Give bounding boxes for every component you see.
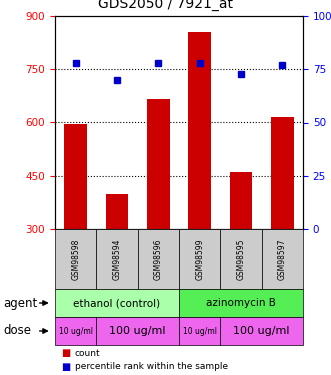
Text: GSM98598: GSM98598: [71, 238, 80, 280]
Text: GSM98595: GSM98595: [237, 238, 246, 280]
Text: count: count: [75, 349, 101, 358]
Bar: [64, 124, 87, 229]
Bar: [271, 117, 294, 229]
Text: 10 ug/ml: 10 ug/ml: [59, 327, 93, 336]
Text: azinomycin B: azinomycin B: [206, 298, 276, 308]
Text: ■: ■: [62, 362, 71, 372]
Bar: [230, 172, 252, 229]
Text: agent: agent: [3, 297, 37, 309]
Bar: [147, 99, 170, 229]
Text: GSM98597: GSM98597: [278, 238, 287, 280]
Text: GDS2050 / 7921_at: GDS2050 / 7921_at: [98, 0, 233, 11]
Text: ■: ■: [62, 348, 71, 358]
Text: 100 ug/ml: 100 ug/ml: [233, 326, 290, 336]
Bar: [106, 194, 128, 229]
Text: GSM98596: GSM98596: [154, 238, 163, 280]
Text: 100 ug/ml: 100 ug/ml: [110, 326, 166, 336]
Bar: [188, 32, 211, 229]
Text: dose: dose: [3, 324, 31, 338]
Text: 10 ug/ml: 10 ug/ml: [183, 327, 217, 336]
Text: ethanol (control): ethanol (control): [73, 298, 161, 308]
Text: GSM98594: GSM98594: [113, 238, 121, 280]
Text: percentile rank within the sample: percentile rank within the sample: [75, 362, 228, 371]
Text: GSM98599: GSM98599: [195, 238, 204, 280]
